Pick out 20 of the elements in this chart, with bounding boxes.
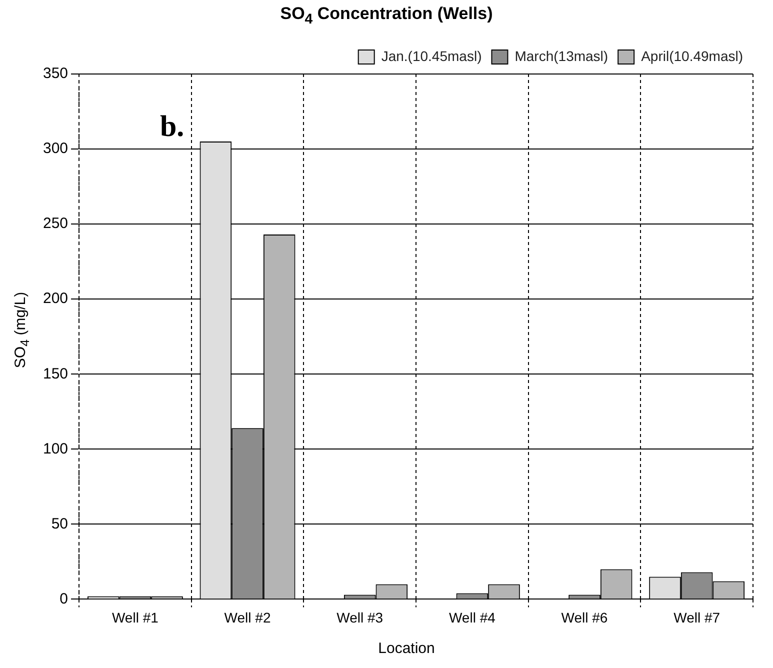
legend-label: April(10.49masl)	[641, 48, 744, 64]
y-tick-label: 0	[60, 590, 68, 608]
y-tick-label: 50	[51, 515, 68, 532]
x-tick-label: Well #4	[448, 609, 496, 626]
y-tick-label: 150	[42, 365, 68, 382]
y-tick-label: 300	[42, 140, 68, 158]
legend-label: Jan.(10.45masl)	[381, 48, 482, 64]
x-tick-label: Well #7	[674, 609, 720, 626]
x-tick-label: Well #6	[561, 609, 608, 626]
y-tick-label: 100	[42, 440, 68, 458]
y-tick-label: 200	[42, 290, 68, 308]
x-tick-label: Well #1	[112, 609, 159, 626]
chart-title: SO$_{4}$ Concentration (Wells)	[279, 4, 494, 28]
legend-label: March(13masl)	[514, 48, 608, 64]
annotation: b.	[160, 110, 184, 144]
y-tick-label: 250	[42, 215, 68, 232]
x-tick-label: Well #3	[336, 609, 384, 626]
x-tick-label: Well #2	[224, 609, 271, 626]
x-axis-title: Location	[377, 640, 436, 657]
y-tick-label: 350	[42, 65, 68, 82]
